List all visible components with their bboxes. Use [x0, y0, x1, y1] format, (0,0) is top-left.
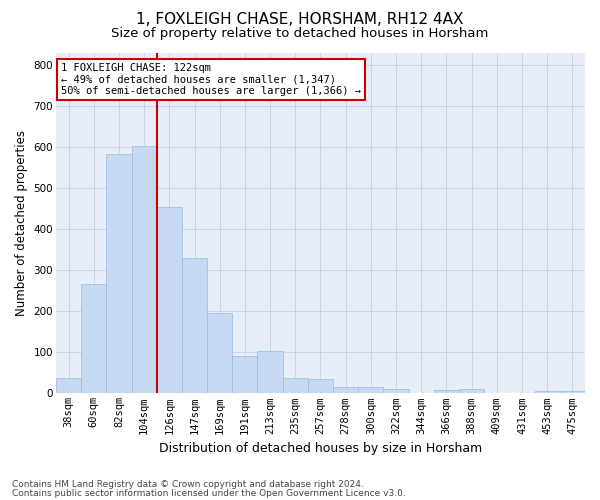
- Bar: [157, 208, 182, 394]
- Text: Contains HM Land Registry data © Crown copyright and database right 2024.: Contains HM Land Registry data © Crown c…: [12, 480, 364, 489]
- Text: 1 FOXLEIGH CHASE: 122sqm
← 49% of detached houses are smaller (1,347)
50% of sem: 1 FOXLEIGH CHASE: 122sqm ← 49% of detach…: [61, 62, 361, 96]
- Bar: [333, 387, 358, 394]
- Bar: [358, 387, 383, 394]
- Bar: [383, 390, 409, 394]
- Bar: [459, 390, 484, 394]
- Bar: [283, 378, 308, 394]
- Bar: [131, 146, 157, 394]
- Bar: [56, 378, 81, 394]
- Bar: [232, 356, 257, 394]
- Text: Contains public sector information licensed under the Open Government Licence v3: Contains public sector information licen…: [12, 488, 406, 498]
- Bar: [106, 154, 131, 394]
- Bar: [308, 379, 333, 394]
- X-axis label: Distribution of detached houses by size in Horsham: Distribution of detached houses by size …: [159, 442, 482, 455]
- Bar: [81, 284, 106, 394]
- Y-axis label: Number of detached properties: Number of detached properties: [15, 130, 28, 316]
- Text: Size of property relative to detached houses in Horsham: Size of property relative to detached ho…: [112, 28, 488, 40]
- Bar: [182, 258, 207, 394]
- Bar: [560, 390, 585, 394]
- Bar: [207, 313, 232, 394]
- Text: 1, FOXLEIGH CHASE, HORSHAM, RH12 4AX: 1, FOXLEIGH CHASE, HORSHAM, RH12 4AX: [136, 12, 464, 28]
- Bar: [535, 390, 560, 394]
- Bar: [434, 390, 459, 394]
- Bar: [257, 351, 283, 394]
